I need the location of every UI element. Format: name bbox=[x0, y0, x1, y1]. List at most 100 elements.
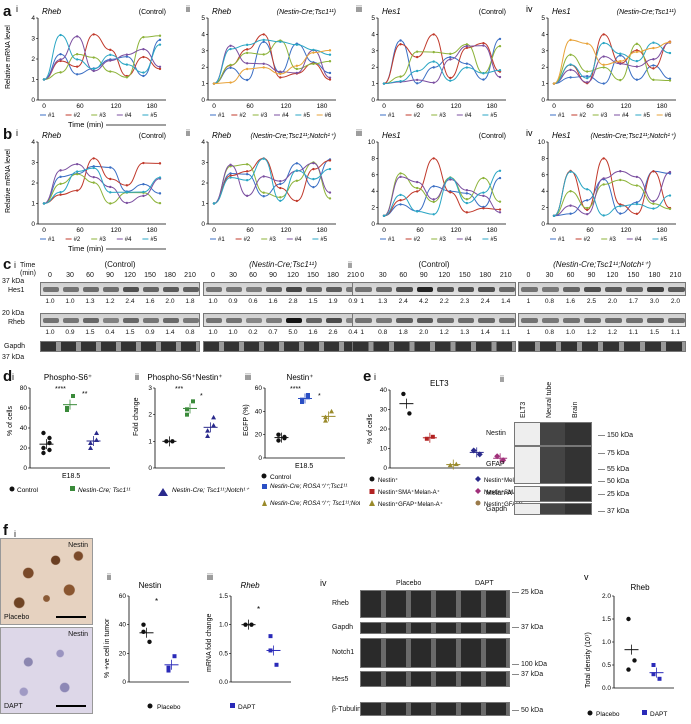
series-point bbox=[328, 159, 332, 162]
quant-value: 1.0 bbox=[208, 298, 218, 305]
y-tick-label: 10 bbox=[380, 446, 388, 453]
plot-roman: i bbox=[16, 4, 18, 14]
time-value: 0 bbox=[211, 272, 215, 279]
plot-condition: (Control) bbox=[479, 133, 506, 140]
series-point bbox=[399, 203, 402, 206]
panel-c-letter: c bbox=[3, 256, 12, 273]
legend-marker bbox=[369, 500, 375, 506]
hes1-band bbox=[246, 287, 262, 292]
series-point bbox=[125, 184, 129, 187]
data-point bbox=[626, 616, 631, 622]
data-point bbox=[300, 397, 304, 402]
quant-value: 1.5 bbox=[308, 298, 318, 305]
legend-marker bbox=[369, 476, 375, 482]
y-tick-label: 3 bbox=[201, 48, 205, 55]
y-tick-label: 2 bbox=[541, 64, 545, 71]
time-value: 120 bbox=[124, 272, 136, 279]
time-value: 180 bbox=[327, 272, 339, 279]
y-tick-label: 0 bbox=[148, 465, 152, 472]
kda-marker: — 150 kDa bbox=[598, 432, 634, 439]
time-value: 30 bbox=[378, 272, 387, 279]
data-point bbox=[47, 435, 52, 441]
quant-value: 1.0 bbox=[565, 329, 576, 336]
blot-strip bbox=[514, 446, 592, 484]
panel-b-letter: b bbox=[3, 126, 13, 143]
quant-value: 1.4 bbox=[501, 298, 511, 305]
blot-strip bbox=[514, 503, 592, 515]
series-point bbox=[465, 46, 469, 50]
quant-value: 1.2 bbox=[586, 329, 597, 336]
quant-value: 1 bbox=[360, 298, 365, 305]
series-point bbox=[399, 172, 402, 175]
series-point bbox=[279, 182, 282, 186]
legend-label: #5 bbox=[643, 113, 650, 119]
time-value: 90 bbox=[419, 272, 428, 279]
data-point bbox=[407, 411, 412, 416]
series-point bbox=[229, 174, 232, 177]
rheb-band bbox=[647, 318, 664, 323]
plot-gene: Rheb bbox=[212, 131, 232, 140]
series-point bbox=[585, 70, 589, 73]
row-label: Melan-A bbox=[486, 490, 513, 497]
legend-label: #5 bbox=[490, 237, 497, 243]
hes1-band bbox=[542, 287, 559, 292]
blot-condition: (Control) bbox=[104, 260, 136, 269]
legend-label: #3 bbox=[609, 237, 616, 243]
series-point bbox=[399, 80, 402, 83]
x-axis-label: Time (min) bbox=[68, 120, 104, 129]
time-value: 120 bbox=[606, 272, 619, 279]
panel-c-roman-ii: ii bbox=[348, 260, 352, 270]
x-tick-label: 180 bbox=[317, 103, 328, 110]
y-tick-label: 0.5 bbox=[219, 650, 228, 657]
series-point bbox=[125, 63, 129, 66]
series-point bbox=[498, 37, 502, 41]
x-tick-label: 120 bbox=[621, 227, 632, 234]
y-tick-label: 4 bbox=[31, 15, 35, 22]
plot-roman: iii bbox=[356, 4, 362, 14]
legend-label: #2 bbox=[74, 237, 81, 243]
series-point bbox=[109, 185, 112, 189]
x-tick-label: 180 bbox=[147, 227, 158, 234]
significance: * bbox=[155, 597, 158, 606]
series-point bbox=[262, 191, 265, 194]
series-point bbox=[382, 82, 386, 85]
legend-label: #4 bbox=[282, 113, 289, 119]
quant-value: 1.0 bbox=[65, 298, 75, 305]
legend-label: #2 bbox=[579, 113, 586, 119]
series-point bbox=[482, 41, 485, 45]
rheb-band bbox=[478, 318, 495, 323]
y-tick-label: 2 bbox=[31, 180, 35, 187]
rheb-band bbox=[326, 318, 342, 323]
time-value: 180 bbox=[479, 272, 492, 279]
ihc-dapt-photo: Nestin DAPT bbox=[0, 627, 93, 714]
series-point bbox=[262, 38, 265, 42]
rheb-blot-strip bbox=[518, 313, 686, 327]
quant-value: 1.8 bbox=[398, 329, 408, 336]
series-point bbox=[262, 40, 265, 44]
panel-f-v-plot: v Rheb Total density (10⁷) 0.0 0.5 1.0 1.5 2.0 P… bbox=[584, 572, 674, 718]
series-point bbox=[109, 166, 112, 169]
series-point bbox=[399, 199, 402, 202]
kda-marker: — 100 kDa bbox=[512, 661, 548, 668]
y-tick-label: 20 bbox=[255, 432, 263, 439]
data-point bbox=[424, 436, 429, 441]
series-point bbox=[158, 201, 162, 205]
y-tick-label: 5 bbox=[201, 15, 205, 22]
x-tick-label: 60 bbox=[416, 103, 424, 110]
legend-label: #1 bbox=[48, 113, 55, 119]
quant-value: 1.1 bbox=[501, 329, 511, 336]
ihc-placebo-nestin-label: Nestin bbox=[68, 542, 88, 549]
series-line bbox=[213, 157, 331, 204]
plot-condition: (Nestin-Cre;Tsc1¹¹) bbox=[617, 9, 676, 16]
hes1-band bbox=[375, 287, 392, 292]
y-tick-label: 8 bbox=[371, 155, 375, 162]
series-point bbox=[75, 35, 79, 38]
series-point bbox=[59, 71, 62, 74]
series-point bbox=[109, 59, 112, 62]
series-line bbox=[43, 33, 161, 80]
panel-f-i-roman: i bbox=[14, 529, 16, 539]
rheb-band bbox=[103, 318, 119, 323]
series-point bbox=[75, 53, 79, 56]
legend-label: #2 bbox=[584, 237, 591, 243]
x-tick-label: 120 bbox=[281, 227, 292, 234]
